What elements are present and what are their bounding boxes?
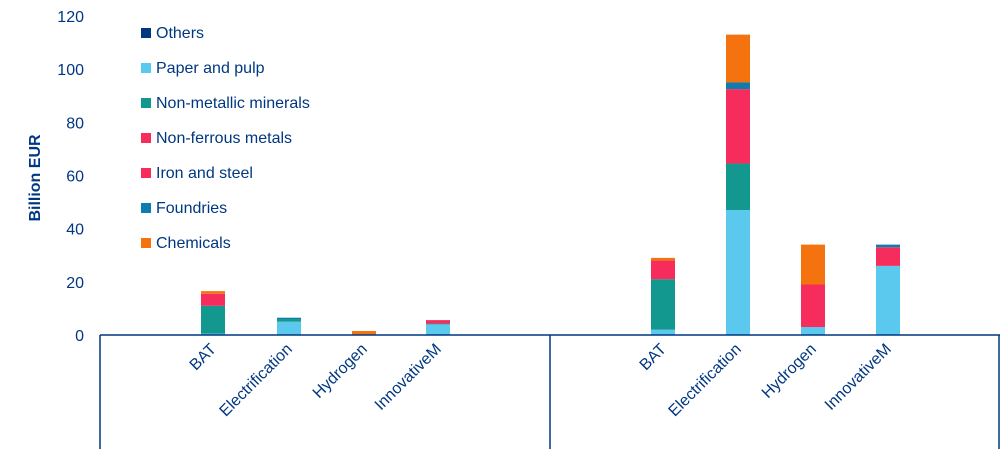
y-tick-label: 0 <box>75 328 84 345</box>
bar-segment <box>651 329 675 335</box>
bar-segment <box>651 279 675 330</box>
y-tick-label: 100 <box>57 62 84 79</box>
bar-segment <box>651 260 675 280</box>
category-label: Hydrogen <box>310 341 371 402</box>
y-tick-label: 120 <box>57 9 84 26</box>
bar-segment <box>726 210 750 335</box>
bar-segment <box>201 305 225 334</box>
y-axis-label: Billion EUR <box>27 134 44 222</box>
legend-entry: Non-metallic minerals <box>156 95 310 112</box>
category-label: BAT <box>637 341 670 374</box>
y-axis-ticks: 0 20 40 60 80 100 120 <box>57 9 84 345</box>
legend-entry: Foundries <box>156 200 227 217</box>
category-label: InnovativeM <box>372 341 445 414</box>
bar-segment <box>726 89 750 164</box>
bar-segment <box>352 331 376 335</box>
bar-segment <box>726 163 750 211</box>
category-label: Electrification <box>666 341 745 420</box>
bar-segment <box>651 257 675 261</box>
legend-entry: Others <box>156 25 204 42</box>
bar-segment <box>426 324 450 335</box>
bar-segment <box>277 321 301 335</box>
legend-swatch <box>141 238 151 248</box>
bar-segment <box>726 34 750 83</box>
bar-segment <box>801 244 825 285</box>
bar-segment <box>801 327 825 335</box>
y-tick-label: 40 <box>66 222 84 239</box>
legend-entry: Paper and pulp <box>156 60 265 77</box>
bar-segment <box>426 323 450 325</box>
bar-segment <box>726 82 750 90</box>
bar-segment <box>876 265 900 335</box>
legend-entry: Non-ferrous metals <box>156 130 292 147</box>
bars <box>201 34 900 335</box>
bar-segment <box>876 244 900 248</box>
legend-entry: Iron and steel <box>156 165 253 182</box>
y-tick-label: 20 <box>66 275 84 292</box>
category-label: Hydrogen <box>759 341 820 402</box>
legend-swatch <box>141 133 151 143</box>
bar-segment <box>201 293 225 306</box>
category-label: Electrification <box>217 341 296 420</box>
bar-segment <box>426 320 450 324</box>
legend-swatch <box>141 168 151 178</box>
legend-swatch <box>141 28 151 38</box>
legend-swatch <box>141 63 151 73</box>
y-tick-label: 60 <box>66 169 84 186</box>
axes <box>99 334 1000 449</box>
legend-swatch <box>141 98 151 108</box>
y-tick-label: 80 <box>66 115 84 132</box>
category-label: BAT <box>187 341 220 374</box>
category-label: InnovativeM <box>822 341 895 414</box>
bar-segment <box>277 317 301 320</box>
bar-segment <box>277 319 301 322</box>
bar-segment <box>876 247 900 266</box>
legend-swatch <box>141 203 151 213</box>
bar-segment <box>801 284 825 328</box>
bar-segment <box>201 291 225 294</box>
legend: Others Paper and pulp Non-metallic mineral… <box>141 25 310 252</box>
legend-entry: Chemicals <box>156 235 231 252</box>
